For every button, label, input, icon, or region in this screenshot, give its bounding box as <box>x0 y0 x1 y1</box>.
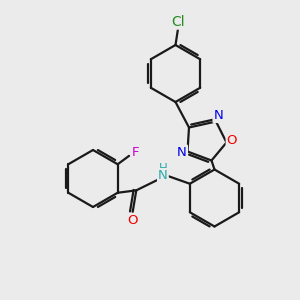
Text: F: F <box>131 146 139 159</box>
Text: N: N <box>177 146 187 159</box>
Text: N: N <box>158 169 168 182</box>
Text: H: H <box>158 162 167 176</box>
Text: N: N <box>214 109 223 122</box>
Text: Cl: Cl <box>171 15 185 28</box>
Text: O: O <box>127 214 137 227</box>
Text: O: O <box>227 134 237 147</box>
